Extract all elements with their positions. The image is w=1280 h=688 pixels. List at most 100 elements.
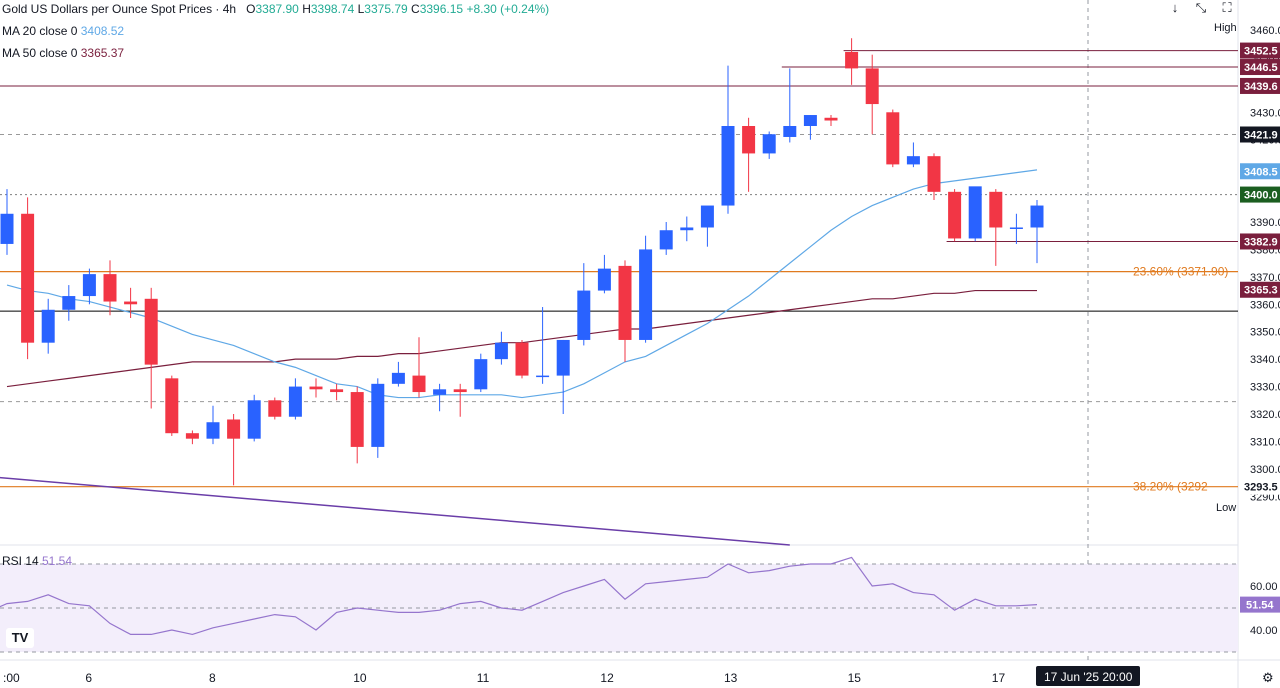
candle-body [185,433,199,439]
candle-body [309,386,323,390]
candle-body [62,296,76,310]
candle-body [742,126,756,154]
settings-gear-icon[interactable]: ⚙ [1262,671,1274,686]
candle-body [886,112,900,165]
candle-body [227,419,241,439]
trendline [0,476,790,546]
price-badge-label: 3421.9 [1244,130,1278,142]
x-tick-label: 8 [209,671,216,685]
candle-body [433,389,447,395]
chart-title: Gold US Dollars per Ounce Spot Prices · … [2,2,237,16]
candle-body [0,213,14,244]
fullscreen-icon[interactable]: ⛶ [1222,0,1232,15]
ma50-legend[interactable]: MA 50 close 0 3365.37 [2,46,125,60]
x-tick-label: 6 [85,671,92,685]
candle-body [659,230,673,250]
x-tick-label: 12 [600,671,614,685]
y-tick-label: 3360.00 [1250,299,1280,311]
rsi-tick-label: 60.00 [1250,581,1278,593]
download-icon[interactable]: ↓ [1171,0,1179,15]
x-tick-label: 15 [848,671,862,685]
price-badge [1240,233,1280,250]
price-badge [1240,478,1280,495]
high-label: High [1214,22,1237,34]
candle-body [288,386,302,417]
fib-level-label: 23.60% (3371.90) [1133,265,1228,279]
price-badge [1240,281,1280,298]
price-badge-label: 3439.6 [1244,81,1278,93]
candle-body [865,68,879,105]
x-tick-label: 11 [477,671,490,685]
close-value: 3396.15 [419,2,464,16]
candle-body [824,117,838,121]
candle-body [144,298,158,365]
candle-body [350,392,364,447]
price-badge [1240,126,1280,143]
candle-body [680,227,694,231]
candle-body [494,342,508,360]
candle-body [206,422,220,439]
y-tick-label: 3300.00 [1250,464,1280,476]
y-tick-label: 3460.00 [1250,25,1280,37]
price-badge-label: 3446.5 [1244,62,1278,74]
candle-body [453,389,467,393]
price-badge [1240,186,1280,203]
ohlc-readout: O3387.90 H3398.74 L3375.79 C3396.15 +8.3… [246,2,550,16]
candle-body [803,115,817,126]
price-badge [1240,42,1280,59]
fib-level-label: 38.20% (3292 [1133,480,1208,494]
rsi-tick-label: 40.00 [1250,625,1278,637]
candle-body [474,359,488,390]
price-badge-label: 3382.9 [1244,236,1278,248]
rsi-line [0,556,1038,636]
collapse-icon[interactable]: ⤡ [1195,0,1207,15]
candle-body [721,126,735,206]
candle-body [1030,205,1044,228]
candle-body [536,375,550,378]
price-badge [1240,163,1280,180]
price-badge-label: 3293.5 [1244,482,1278,494]
candle-body [783,126,797,137]
x-tick-label: 17 [992,671,1006,685]
candle-body [762,134,776,154]
open-value: 3387.90 [255,2,299,16]
change-value: +8.30 (+0.24%) [466,2,550,16]
low-label: Low [1216,502,1236,514]
candle-body [989,191,1003,228]
y-tick-label: 3370.00 [1250,272,1280,284]
candle-body [577,290,591,340]
crosshair-time-label: 17 Jun '25 20:00 [1044,670,1133,684]
ma50-value: 3365.37 [80,46,125,60]
candle-body [371,383,385,447]
x-tick-label: :00 [3,671,20,685]
y-tick-label: 3340.00 [1250,354,1280,366]
chart-header: Gold US Dollars per Ounce Spot Prices · … [2,2,549,16]
candle-body [927,156,941,192]
low-value: 3375.79 [364,2,408,16]
candle-body [618,265,632,340]
candle-body [391,372,405,384]
y-tick-label: 3320.00 [1250,409,1280,421]
candle-body [247,400,261,439]
high-value: 3398.74 [310,2,355,16]
tradingview-logo: TV [6,628,34,648]
candle-body [639,249,653,340]
candle-body [41,309,55,343]
chart-toolbar: ↓ ⤡ ⛶ [1162,0,1240,18]
price-badge-label: 3452.5 [1244,46,1278,58]
candle-body [21,213,35,343]
price-badge-label: 3400.0 [1244,190,1278,202]
candle-body [103,274,117,302]
candle-body [700,205,714,228]
y-tick-label: 3430.00 [1250,107,1280,119]
candle-body [556,339,570,376]
ma20-legend[interactable]: MA 20 close 0 3408.52 [2,24,125,38]
y-tick-label: 3310.00 [1250,436,1280,448]
candle-body [845,51,859,69]
ma20-line [6,169,1038,399]
price-badge [1240,59,1280,76]
candle-body [597,268,611,291]
candle-body [1009,227,1023,229]
price-badge [1240,77,1280,94]
